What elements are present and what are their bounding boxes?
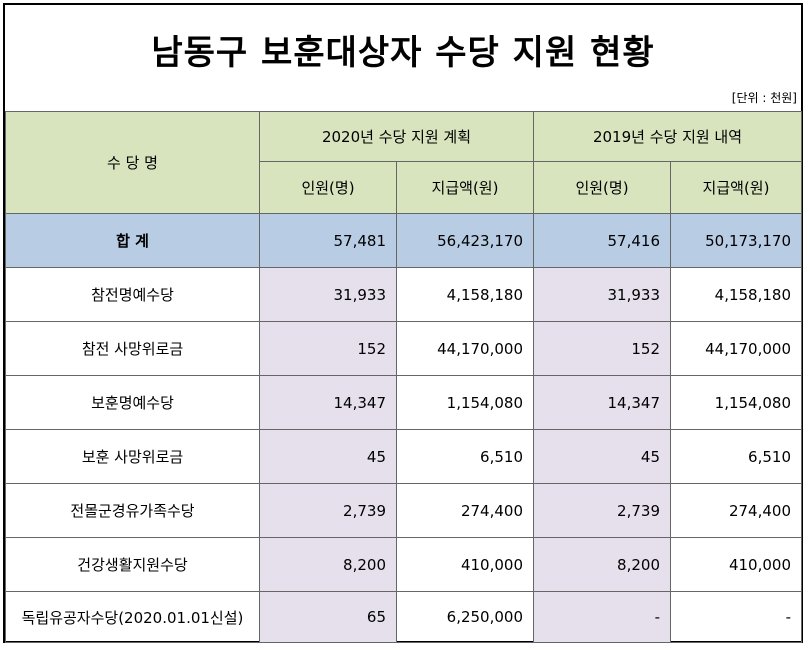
page-title: 남동구 보훈대상자 수당 지원 현황	[151, 32, 655, 73]
people-2020: 31,933	[259, 267, 397, 322]
people-2019: 2,739	[533, 483, 671, 538]
amount-2020: 44,170,000	[396, 321, 534, 376]
table-row: 전몰군경유가족수당 2,739 274,400 2,739 274,400	[5, 483, 802, 538]
header-people-2020: 인원(명)	[259, 161, 397, 214]
people-2019: -	[533, 591, 671, 643]
header-amount-2019: 지급액(원)	[670, 161, 802, 214]
people-2019: 8,200	[533, 537, 671, 592]
table-row: 건강생활지원수당 8,200 410,000 8,200 410,000	[5, 537, 802, 592]
amount-2020: 410,000	[396, 537, 534, 592]
row-name: 건강생활지원수당	[5, 537, 260, 592]
row-name: 보훈 사망위로금	[5, 429, 260, 484]
total-label: 합 계	[5, 213, 260, 268]
amount-2019: 4,158,180	[670, 267, 802, 322]
row-name: 전몰군경유가족수당	[5, 483, 260, 538]
people-2019: 14,347	[533, 375, 671, 430]
amount-2019: 410,000	[670, 537, 802, 592]
table-row: 참전명예수당 31,933 4,158,180 31,933 4,158,180	[5, 267, 802, 322]
people-2019: 45	[533, 429, 671, 484]
people-2020: 14,347	[259, 375, 397, 430]
row-name: 독립유공자수당(2020.01.01신설)	[5, 591, 260, 643]
amount-2019: 44,170,000	[670, 321, 802, 376]
amount-2020: 6,250,000	[396, 591, 534, 643]
people-2020: 152	[259, 321, 397, 376]
header-2020-plan: 2020년 수당 지원 계획	[259, 111, 534, 162]
row-name: 참전 사망위로금	[5, 321, 260, 376]
header-2019-actual: 2019년 수당 지원 내역	[533, 111, 802, 162]
amount-2020: 4,158,180	[396, 267, 534, 322]
total-people-2019: 57,416	[533, 213, 671, 268]
amount-2019: -	[670, 591, 802, 643]
table-row: 보훈 사망위로금 45 6,510 45 6,510	[5, 429, 802, 484]
people-2020: 45	[259, 429, 397, 484]
row-name: 참전명예수당	[5, 267, 260, 322]
table-row: 참전 사망위로금 152 44,170,000 152 44,170,000	[5, 321, 802, 376]
amount-2019: 6,510	[670, 429, 802, 484]
unit-label: [단위 : 천원]	[731, 91, 797, 105]
total-row: 합 계 57,481 56,423,170 57,416 50,173,170	[5, 213, 802, 268]
amount-2020: 274,400	[396, 483, 534, 538]
people-2019: 152	[533, 321, 671, 376]
header-people-2019: 인원(명)	[533, 161, 671, 214]
amount-2020: 1,154,080	[396, 375, 534, 430]
amount-2019: 1,154,080	[670, 375, 802, 430]
amount-2019: 274,400	[670, 483, 802, 538]
people-2020: 8,200	[259, 537, 397, 592]
table-row: 독립유공자수당(2020.01.01신설) 65 6,250,000- -	[5, 591, 802, 643]
people-2020: 65	[259, 591, 397, 643]
amount-2020: 6,510	[396, 429, 534, 484]
document-frame: 남동구 보훈대상자 수당 지원 현황 [단위 : 천원] 수 당 명 2020년…	[3, 3, 803, 643]
row-name: 보훈명예수당	[5, 375, 260, 430]
total-people-2020: 57,481	[259, 213, 397, 268]
table-row: 보훈명예수당 14,347 1,154,080 14,347 1,154,080	[5, 375, 802, 430]
header-amount-2020: 지급액(원)	[396, 161, 534, 214]
people-2020: 2,739	[259, 483, 397, 538]
header-allowance-name: 수 당 명	[5, 111, 260, 214]
total-amount-2019: 50,173,170	[670, 213, 802, 268]
allowance-table: 수 당 명 2020년 수당 지원 계획 2019년 수당 지원 내역 인원(명…	[5, 111, 802, 643]
people-2019: 31,933	[533, 267, 671, 322]
total-amount-2020: 56,423,170	[396, 213, 534, 268]
